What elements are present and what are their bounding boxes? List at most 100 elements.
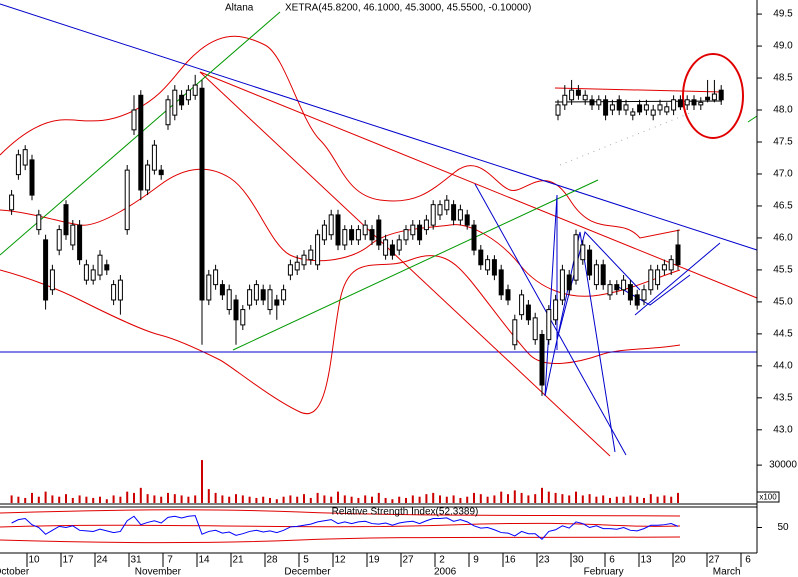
volume-bar xyxy=(235,494,237,503)
x-tick-label: 7 xyxy=(167,555,173,566)
y-tick-label: 45.0 xyxy=(773,297,793,308)
candle-body xyxy=(43,239,49,301)
volume-bar xyxy=(479,494,482,503)
candle-body xyxy=(627,284,633,301)
candle-body xyxy=(616,99,622,111)
y-tick-label: 43.5 xyxy=(773,392,793,403)
volume-bar xyxy=(51,495,54,503)
candle-body xyxy=(172,89,178,116)
candle-body xyxy=(580,244,586,261)
volume-bar xyxy=(303,494,305,503)
x-tick-label: 20 xyxy=(674,555,686,566)
candle-body xyxy=(328,214,334,236)
volume-bar xyxy=(445,496,448,503)
candle-body xyxy=(621,279,627,291)
candle-body xyxy=(711,93,717,101)
candle-body xyxy=(684,99,690,106)
volume-bar xyxy=(126,491,129,503)
x-tick-label: 24 xyxy=(96,555,108,566)
candle-body xyxy=(444,199,450,211)
candle-body xyxy=(90,269,96,281)
candle-body xyxy=(698,101,704,106)
x-tick-label: 27 xyxy=(708,555,720,566)
candle-body xyxy=(342,229,348,246)
volume-bar xyxy=(296,496,299,503)
candle-body xyxy=(199,87,205,301)
candle-body xyxy=(539,334,545,386)
volume-bar xyxy=(173,494,176,503)
candle-body xyxy=(657,104,663,111)
volume-bar xyxy=(541,487,543,503)
volume-bar xyxy=(513,490,516,503)
candle-body xyxy=(423,219,429,231)
candle-body xyxy=(498,269,504,296)
volume-bar xyxy=(262,496,265,503)
candle-body xyxy=(471,224,477,251)
volume-bar xyxy=(330,496,333,503)
volume-bar xyxy=(65,494,67,503)
volume-bar xyxy=(636,496,639,503)
candle-body xyxy=(29,159,35,196)
candle-body xyxy=(233,299,239,321)
volume-bar xyxy=(17,496,20,503)
volume-bar xyxy=(615,496,618,503)
candle-body xyxy=(117,279,123,301)
candle-body xyxy=(131,109,137,131)
candle-body xyxy=(219,284,225,296)
volume-bar xyxy=(58,496,61,503)
candle-body xyxy=(315,234,321,266)
candle-body xyxy=(677,99,683,108)
candle-body xyxy=(145,164,151,191)
bollinger-upper xyxy=(0,35,681,239)
candle-body xyxy=(335,214,341,246)
volume-bar xyxy=(99,496,101,503)
volume-bar xyxy=(649,494,652,503)
y-tick-label: 47.0 xyxy=(773,169,793,180)
volume-bar xyxy=(31,492,33,503)
candle-body xyxy=(457,209,463,221)
volume-bar xyxy=(119,496,122,503)
x-tick-label: 9 xyxy=(473,555,479,566)
candle-body xyxy=(321,224,327,241)
volume-bar xyxy=(146,494,149,503)
chart-subtitle: XETRA(45.8200, 46.1000, 45.3000, 45.5500… xyxy=(285,3,531,14)
candle-body xyxy=(151,144,157,171)
candle-body xyxy=(573,234,579,281)
candle-body xyxy=(566,274,572,291)
x-tick-label: 31 xyxy=(130,555,142,566)
candle-body xyxy=(63,204,69,236)
candle-body xyxy=(546,309,552,341)
candle-body xyxy=(555,104,561,116)
volume-bar xyxy=(343,495,346,503)
trendline xyxy=(747,115,758,123)
candle-body xyxy=(349,229,355,241)
month-label: 2006 xyxy=(434,567,457,577)
volume-bar xyxy=(391,499,394,503)
volume-bar xyxy=(377,492,380,503)
candle-body xyxy=(519,294,525,316)
candle-body xyxy=(705,96,711,101)
candle-body xyxy=(9,194,15,211)
volume-bar xyxy=(609,497,611,503)
volume-bar xyxy=(24,497,27,503)
trendline xyxy=(0,3,758,251)
volume-bar xyxy=(180,495,183,503)
y-tick-label: 43.0 xyxy=(773,424,793,435)
volume-bar xyxy=(527,495,530,503)
candle-body xyxy=(634,294,640,306)
candle-body xyxy=(512,319,518,346)
candle-body xyxy=(614,284,620,291)
candle-body xyxy=(559,269,565,301)
volume-bar xyxy=(405,497,407,503)
candle-body xyxy=(525,304,531,321)
candle-body xyxy=(179,94,185,106)
candle-body xyxy=(691,99,697,106)
candle-body xyxy=(464,214,470,226)
volume-bar xyxy=(139,487,142,503)
candle-body xyxy=(655,269,661,286)
candle-body xyxy=(192,84,198,96)
volume-bar xyxy=(473,492,475,503)
fan-lines xyxy=(614,274,691,306)
volume-bar xyxy=(561,494,564,503)
x-tick-label: 6 xyxy=(745,555,751,566)
